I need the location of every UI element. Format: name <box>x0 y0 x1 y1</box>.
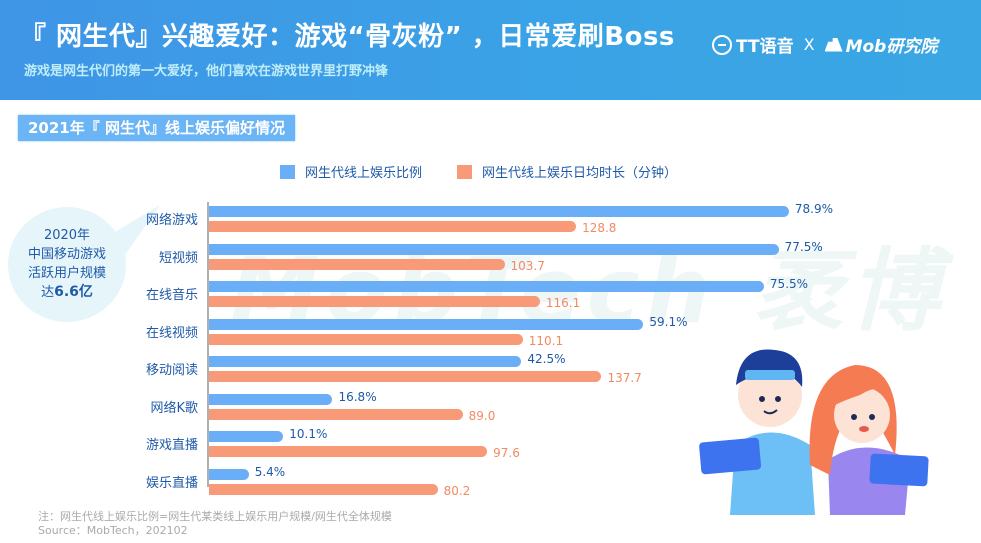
brand-mob: Mob研究院 <box>845 37 938 57</box>
page-subtitle: 游戏是网生代们的第一大爱好，他们喜欢在游戏世界里打野冲锋 <box>24 64 389 79</box>
bar-ratio <box>209 243 779 255</box>
bar-ratio-value: 77.5% <box>784 239 823 254</box>
bar-duration <box>209 258 505 270</box>
category-label: 在线视频 <box>145 325 198 341</box>
bar-ratio-value: 10.1% <box>289 427 328 441</box>
brand-separator: X <box>803 35 815 54</box>
header-banner: 『 网生代』兴趣爱好：游戏“骨灰粉” ，日常爱刷Boss 游戏是网生代们的第一大… <box>0 0 981 100</box>
callout-line: 中国移动游戏 <box>27 247 106 262</box>
callout-line: 活跃用户规模 <box>27 266 106 281</box>
chart-legend: 网生代线上娱乐比例 网生代线上娱乐日均时长（分钟） <box>280 162 712 181</box>
bar-duration <box>209 446 488 457</box>
bar-duration-value: 97.6 <box>493 446 520 460</box>
bar-duration-value: 89.0 <box>468 408 496 423</box>
legend-swatch-blue <box>280 164 295 179</box>
category-label: 移动阅读 <box>145 363 198 378</box>
bar-duration <box>209 483 438 495</box>
category-label: 短视频 <box>158 250 198 266</box>
category-label: 在线音乐 <box>145 288 198 303</box>
bar-ratio <box>209 318 644 330</box>
callout-prefix: 达 <box>41 285 55 300</box>
y-axis-line <box>207 202 209 487</box>
gamers-illustration <box>699 349 929 515</box>
bar-ratio <box>209 206 789 217</box>
bar-duration <box>209 408 463 420</box>
callout-value: 6.6亿 <box>54 284 93 300</box>
footnote-note: 注：网生代线上娱乐比例=网生代某类线上娱乐用户规模/网生代全体规模 <box>38 510 392 523</box>
bar-ratio <box>209 393 333 405</box>
bar-ratio-value: 16.8% <box>338 389 377 404</box>
bar-ratio <box>209 468 249 480</box>
tt-voice-logo-icon <box>712 34 732 55</box>
category-label: 网络K歌 <box>150 400 198 416</box>
bar-duration-value: 137.7 <box>607 371 642 385</box>
mob-logo-icon <box>824 37 843 52</box>
bar-duration <box>209 333 523 345</box>
footnote-source: Source：MobTech，202102 <box>38 524 188 537</box>
category-label: 娱乐直播 <box>145 475 198 491</box>
bar-duration <box>209 296 540 307</box>
callout-text: 2020年 中国移动游戏 活跃用户规模 达6.6亿 <box>8 226 126 302</box>
bar-duration <box>209 221 577 232</box>
footnote: 注：网生代线上娱乐比例=网生代某类线上娱乐用户规模/网生代全体规模 Source… <box>38 510 392 538</box>
legend-label: 网生代线上娱乐比例 <box>305 166 423 181</box>
legend-swatch-orange <box>457 164 473 179</box>
bar-ratio <box>209 356 522 367</box>
bar-duration-value: 110.1 <box>528 333 564 348</box>
bar-duration-value: 116.1 <box>545 296 581 310</box>
legend-item-ratio: 网生代线上娱乐比例 <box>280 162 422 181</box>
brand-tt: TT语音 <box>736 37 794 57</box>
bar-ratio <box>209 431 284 442</box>
chart-title: 2021年『 网生代』线上娱乐偏好情况 <box>18 115 295 141</box>
category-label: 网络游戏 <box>145 213 198 228</box>
bar-duration <box>209 371 602 382</box>
legend-label: 网生代线上娱乐日均时长（分钟） <box>482 166 678 181</box>
bar-ratio-value: 75.5% <box>769 277 809 291</box>
bar-ratio <box>209 281 764 292</box>
legend-item-duration: 网生代线上娱乐日均时长（分钟） <box>457 162 677 181</box>
category-label: 游戏直播 <box>145 438 198 453</box>
brand-logos: TT语音 X Mob研究院 <box>712 32 937 57</box>
page-title: 『 网生代』兴趣爱好：游戏“骨灰粉” ，日常爱刷Boss <box>20 22 675 52</box>
bar-duration-value: 128.8 <box>582 221 617 235</box>
bar-ratio-value: 78.9% <box>794 202 834 216</box>
bar-ratio-value: 42.5% <box>527 352 566 366</box>
bar-duration-value: 103.7 <box>510 258 545 273</box>
callout-line: 2020年 <box>43 228 91 243</box>
bar-ratio-value: 59.1% <box>649 314 688 329</box>
callout-bubble <box>8 207 126 322</box>
bar-duration-value: 80.2 <box>443 483 471 498</box>
bar-ratio-value: 5.4% <box>254 464 286 479</box>
